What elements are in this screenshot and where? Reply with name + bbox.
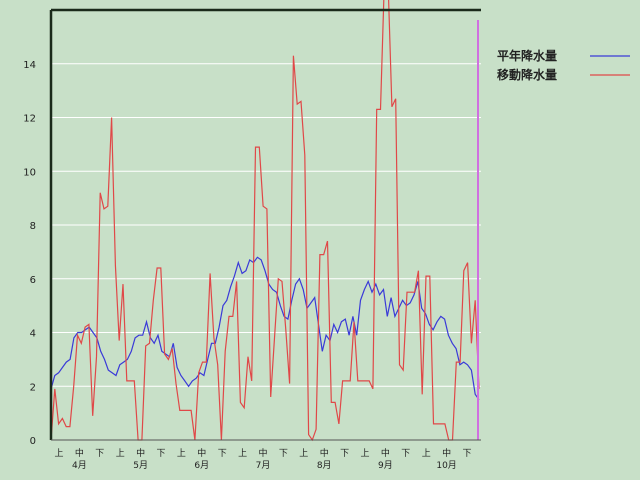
y-tick-label: 10 xyxy=(23,167,36,178)
y-tick-label: 6 xyxy=(30,275,36,286)
x-tick-label: 中 xyxy=(442,447,451,459)
month-label: 6月 xyxy=(194,460,209,471)
plot-frame xyxy=(49,8,481,441)
x-tick-label: 中 xyxy=(197,447,206,459)
x-tick-label: 下 xyxy=(401,449,410,459)
x-tick-label: 中 xyxy=(136,447,145,459)
month-label: 7月 xyxy=(256,460,271,471)
x-tick-label: 上 xyxy=(238,448,247,459)
x-tick-label: 上 xyxy=(54,448,63,459)
x-tick-label: 中 xyxy=(75,447,84,459)
x-tick-label: 上 xyxy=(116,448,125,459)
y-tick-label: 12 xyxy=(23,114,36,125)
grid-lines xyxy=(51,63,481,387)
month-label: 8月 xyxy=(317,460,332,471)
month-label: 10月 xyxy=(436,460,456,471)
legend-label-moving: 移動降水量 xyxy=(497,67,557,82)
x-tick-label: 上 xyxy=(177,448,186,459)
legend: 平年降水量 移動降水量 xyxy=(497,48,630,82)
legend-label-normal: 平年降水量 xyxy=(497,48,557,63)
series-line-moving xyxy=(50,0,480,442)
month-label: 4月 xyxy=(72,460,87,471)
x-tick-label: 下 xyxy=(279,449,288,459)
y-tick-label: 2 xyxy=(30,382,36,393)
y-axis-ticks: 0 2 4 6 8 10 12 14 xyxy=(23,60,36,447)
x-tick-label: 下 xyxy=(462,449,471,459)
month-label: 5月 xyxy=(133,460,148,471)
y-tick-label: 0 xyxy=(30,436,36,447)
y-tick-label: 8 xyxy=(30,221,36,232)
x-tick-label: 上 xyxy=(360,448,369,459)
x-tick-label: 下 xyxy=(218,449,227,459)
series-line-normal xyxy=(50,256,480,401)
x-tick-label: 上 xyxy=(299,448,308,459)
series-lines xyxy=(50,0,480,442)
x-tick-label: 下 xyxy=(156,449,165,459)
x-tick-label: 下 xyxy=(95,449,104,459)
x-tick-label: 中 xyxy=(320,447,329,459)
x-tick-label: 下 xyxy=(340,449,349,459)
x-axis-ticks: 上中下上中下上中下上中下上中下上中下上中下4月 5月 6月 7月 8月 9月 10月 xyxy=(54,447,471,471)
y-tick-label: 4 xyxy=(30,329,36,340)
y-tick-label: 14 xyxy=(23,60,36,71)
x-tick-label: 中 xyxy=(381,447,390,459)
month-label: 9月 xyxy=(378,460,393,471)
x-tick-label: 中 xyxy=(258,447,267,459)
x-tick-label: 上 xyxy=(422,448,431,459)
